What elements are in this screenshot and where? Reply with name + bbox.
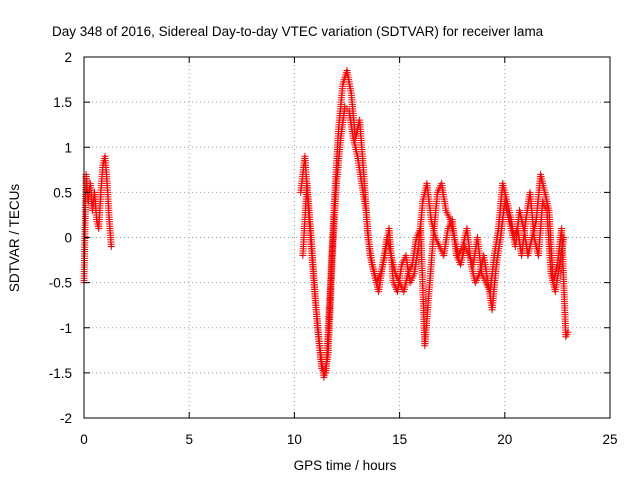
data-points <box>80 67 572 381</box>
x-tick-label: 5 <box>185 432 193 447</box>
y-tick-label: -2 <box>60 411 72 426</box>
y-tick-label: 0.5 <box>53 185 72 200</box>
x-axis-label: GPS time / hours <box>294 458 397 473</box>
y-tick-label: 1.5 <box>53 95 72 110</box>
x-tick-label: 10 <box>287 432 302 447</box>
grid-lines <box>84 57 610 418</box>
y-axis-label: SDTVAR / TECUs <box>7 184 22 293</box>
y-tick-label: -1.5 <box>49 366 72 381</box>
data-point-plus <box>107 243 115 251</box>
axis-ticks: 0 5 10 15 20 25 -2 -1.5 -1 -0.5 0 0.5 1 1.5 2 <box>49 50 618 447</box>
x-tick-label: 0 <box>80 432 88 447</box>
x-tick-label: 15 <box>392 432 407 447</box>
data-point-plus <box>560 234 568 241</box>
x-tick-label: 25 <box>602 432 617 447</box>
y-tick-label: -1 <box>60 321 72 336</box>
y-tick-label: -0.5 <box>49 276 72 291</box>
data-point-plus <box>564 328 572 336</box>
y-tick-label: 1 <box>64 140 72 155</box>
y-tick-label: 2 <box>64 50 72 65</box>
x-tick-label: 20 <box>497 432 512 447</box>
y-tick-label: 0 <box>64 231 72 246</box>
chart-title: Day 348 of 2016, Sidereal Day-to-day VTE… <box>52 24 544 39</box>
